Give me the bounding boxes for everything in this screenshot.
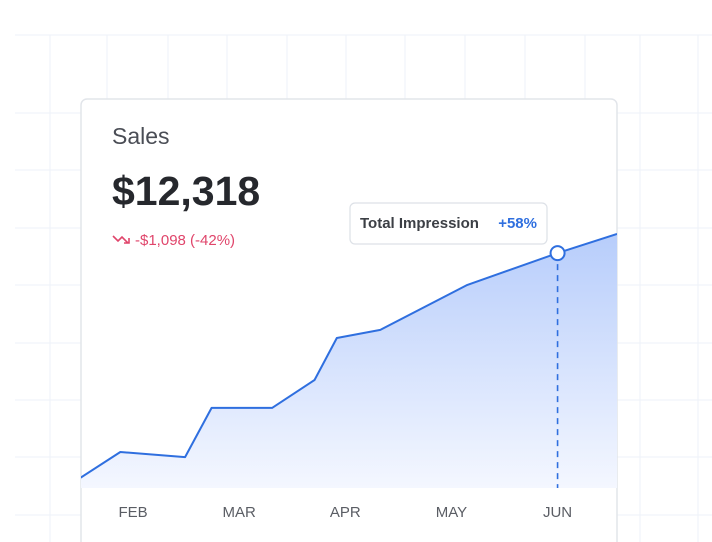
kpi-change: -$1,098 (-42%) (135, 232, 235, 249)
x-tick-label: FEB (118, 504, 147, 521)
tooltip-label: Total Impression (360, 215, 479, 232)
x-tick-label: MAR (223, 504, 257, 521)
x-tick-label: MAY (436, 504, 467, 521)
area-fill (81, 233, 617, 488)
x-tick-label: JUN (543, 504, 572, 521)
down-trend-icon (112, 235, 130, 244)
card-title: Sales (112, 123, 170, 149)
kpi-value: $12,318 (112, 168, 260, 214)
area-line (81, 232, 617, 479)
tooltip-box (349, 202, 548, 245)
plot (81, 232, 617, 488)
tooltip-value: +58% (498, 215, 537, 232)
highlight-point (549, 245, 566, 262)
tooltip: Total Impression +58% (349, 202, 548, 245)
x-tick-label: APR (330, 504, 361, 521)
